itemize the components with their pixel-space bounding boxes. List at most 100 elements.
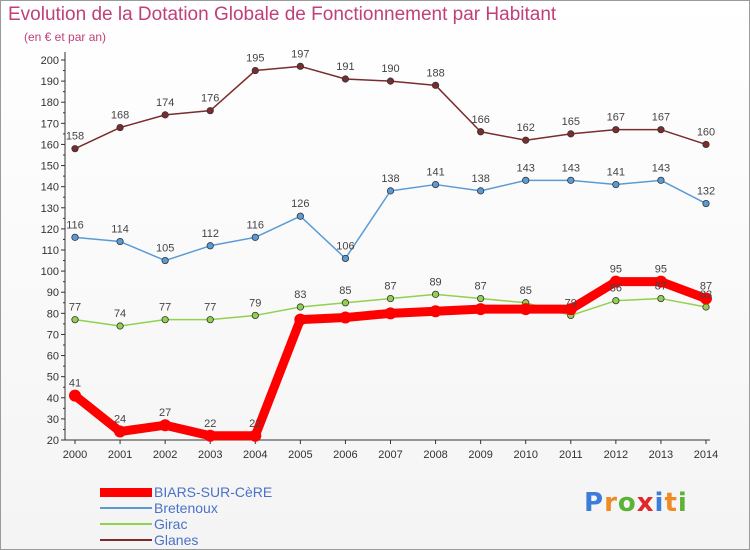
data-label: 166 bbox=[471, 114, 489, 126]
data-point bbox=[386, 294, 395, 303]
data-label: 87 bbox=[475, 281, 487, 293]
y-tick-label: 80 bbox=[47, 308, 59, 320]
data-point bbox=[161, 111, 169, 119]
legend-label: Girac bbox=[154, 516, 188, 532]
data-point bbox=[251, 66, 259, 75]
chart-title: Evolution de la Dotation Globale de Fonc… bbox=[8, 4, 557, 25]
data-point bbox=[477, 294, 485, 303]
x-tick-label: 2000 bbox=[63, 449, 87, 461]
y-tick-label: 20 bbox=[47, 435, 59, 447]
data-point bbox=[654, 275, 667, 288]
chart-subtitle: (en € et par an) bbox=[24, 30, 107, 44]
data-label: 160 bbox=[697, 126, 715, 138]
data-label: 83 bbox=[700, 289, 712, 301]
data-label: 158 bbox=[66, 131, 84, 143]
x-tick-label: 2009 bbox=[468, 449, 492, 461]
data-point bbox=[204, 429, 217, 442]
data-point bbox=[251, 311, 259, 320]
data-label: 174 bbox=[156, 97, 174, 109]
data-point bbox=[296, 212, 304, 220]
data-point bbox=[657, 126, 665, 134]
data-point bbox=[522, 136, 530, 144]
data-point bbox=[609, 275, 622, 288]
data-label: 79 bbox=[249, 297, 261, 309]
data-label: 95 bbox=[610, 264, 622, 276]
data-label: 24 bbox=[114, 414, 126, 426]
line-chart: 20 30 40 50 60 70 80 90 100 110 120 130 140 150 160 170… bbox=[41, 48, 719, 461]
data-point bbox=[431, 180, 440, 189]
data-label: 77 bbox=[159, 302, 171, 314]
x-tick-label: 2007 bbox=[378, 449, 402, 461]
data-point bbox=[477, 187, 485, 195]
x-tick-label: 2011 bbox=[559, 449, 583, 461]
data-label: 132 bbox=[697, 186, 715, 198]
data-label: 162 bbox=[517, 122, 535, 134]
y-tick-label: 60 bbox=[47, 351, 59, 363]
y-tick-label: 150 bbox=[41, 161, 59, 173]
x-tick-label: 2014 bbox=[694, 449, 718, 461]
data-label: 106 bbox=[336, 240, 354, 252]
x-tick-label: 2002 bbox=[153, 449, 177, 461]
data-point bbox=[69, 389, 81, 402]
data-point bbox=[519, 303, 532, 316]
data-label: 138 bbox=[381, 173, 399, 185]
data-point bbox=[251, 233, 259, 241]
data-point bbox=[161, 316, 169, 324]
data-label: 79 bbox=[565, 297, 577, 309]
data-point bbox=[474, 303, 487, 316]
y-tick-label: 50 bbox=[47, 372, 59, 384]
data-label: 27 bbox=[159, 407, 171, 419]
data-point bbox=[116, 123, 124, 132]
data-label: 41 bbox=[69, 378, 81, 390]
data-label: 197 bbox=[291, 48, 309, 60]
data-label: 116 bbox=[66, 219, 84, 231]
legend-label: Bretenoux bbox=[154, 500, 218, 516]
x-tick-label: 2003 bbox=[198, 449, 222, 461]
data-label: 141 bbox=[607, 167, 625, 179]
y-tick-label: 90 bbox=[47, 287, 59, 299]
data-point bbox=[71, 316, 79, 324]
x-tick-label: 2013 bbox=[649, 449, 673, 461]
x-tick-label: 2004 bbox=[243, 449, 267, 461]
data-label: 22 bbox=[249, 418, 261, 430]
data-point bbox=[702, 140, 710, 149]
data-point bbox=[657, 176, 665, 184]
data-label: 112 bbox=[201, 228, 219, 240]
data-label: 77 bbox=[69, 302, 81, 314]
y-tick-label: 110 bbox=[41, 245, 59, 257]
data-point bbox=[564, 303, 577, 316]
data-label: 165 bbox=[562, 116, 580, 128]
data-label: 126 bbox=[291, 198, 309, 210]
data-point bbox=[612, 180, 620, 189]
data-point bbox=[206, 107, 214, 115]
data-label: 138 bbox=[471, 173, 489, 185]
data-point bbox=[431, 81, 440, 89]
x-tick-label: 2010 bbox=[513, 449, 537, 461]
x-tick-label: 2005 bbox=[288, 449, 312, 461]
y-tick-label: 70 bbox=[47, 329, 59, 341]
legend-swatch bbox=[100, 507, 152, 509]
y-tick-label: 170 bbox=[41, 118, 59, 130]
data-point bbox=[522, 176, 530, 184]
x-tick-label: 2001 bbox=[108, 449, 132, 461]
x-tick-label: 2012 bbox=[604, 449, 628, 461]
data-point bbox=[702, 303, 710, 311]
data-label: 86 bbox=[610, 283, 622, 295]
data-point bbox=[339, 311, 352, 324]
data-label: 116 bbox=[247, 219, 265, 231]
data-point bbox=[429, 305, 442, 318]
data-point bbox=[477, 128, 485, 136]
data-point bbox=[386, 77, 395, 85]
y-tick-label: 100 bbox=[41, 266, 59, 278]
data-point bbox=[657, 294, 665, 303]
y-tick-label: 40 bbox=[47, 393, 59, 405]
data-point bbox=[71, 233, 79, 241]
legend-label: BIARS-SUR-CèRE bbox=[154, 484, 273, 500]
data-point bbox=[341, 254, 350, 263]
data-point bbox=[567, 130, 575, 138]
data-label: 85 bbox=[520, 285, 532, 297]
data-point bbox=[386, 187, 395, 195]
data-label: 167 bbox=[607, 112, 625, 124]
y-tick-label: 140 bbox=[41, 182, 59, 194]
x-tick-label: 2008 bbox=[423, 449, 447, 461]
